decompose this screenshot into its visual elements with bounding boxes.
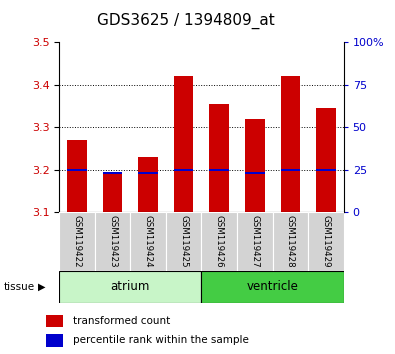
Text: ventricle: ventricle <box>246 280 299 293</box>
Bar <box>46 334 63 347</box>
Text: tissue: tissue <box>4 282 35 292</box>
Bar <box>46 315 63 327</box>
Bar <box>59 212 95 271</box>
Bar <box>201 271 344 303</box>
Bar <box>209 104 229 212</box>
Bar <box>138 172 158 175</box>
Bar <box>59 271 201 303</box>
Text: GSM119423: GSM119423 <box>108 215 117 268</box>
Text: GSM119427: GSM119427 <box>250 215 259 268</box>
Bar <box>166 212 201 271</box>
Text: ▶: ▶ <box>38 282 45 292</box>
Bar <box>95 212 130 271</box>
Bar <box>237 212 273 271</box>
Bar <box>67 140 87 212</box>
Text: GSM119428: GSM119428 <box>286 215 295 268</box>
Text: GSM119424: GSM119424 <box>144 215 152 268</box>
Bar <box>316 169 336 171</box>
Text: GSM119422: GSM119422 <box>73 215 81 268</box>
Bar <box>174 76 194 212</box>
Bar <box>103 174 122 212</box>
Text: GDS3625 / 1394809_at: GDS3625 / 1394809_at <box>97 12 275 29</box>
Bar <box>130 212 166 271</box>
Bar <box>67 169 87 171</box>
Text: transformed count: transformed count <box>73 316 170 326</box>
Bar <box>103 172 122 175</box>
Bar <box>245 119 265 212</box>
Bar <box>280 169 300 171</box>
Bar <box>316 108 336 212</box>
Bar <box>245 172 265 175</box>
Bar <box>280 76 300 212</box>
Bar <box>174 169 194 171</box>
Bar <box>308 212 344 271</box>
Text: GSM119429: GSM119429 <box>322 215 330 268</box>
Bar <box>273 212 308 271</box>
Bar <box>201 212 237 271</box>
Bar <box>209 169 229 171</box>
Bar <box>138 157 158 212</box>
Text: GSM119425: GSM119425 <box>179 215 188 268</box>
Text: percentile rank within the sample: percentile rank within the sample <box>73 335 249 346</box>
Text: atrium: atrium <box>111 280 150 293</box>
Text: GSM119426: GSM119426 <box>215 215 224 268</box>
